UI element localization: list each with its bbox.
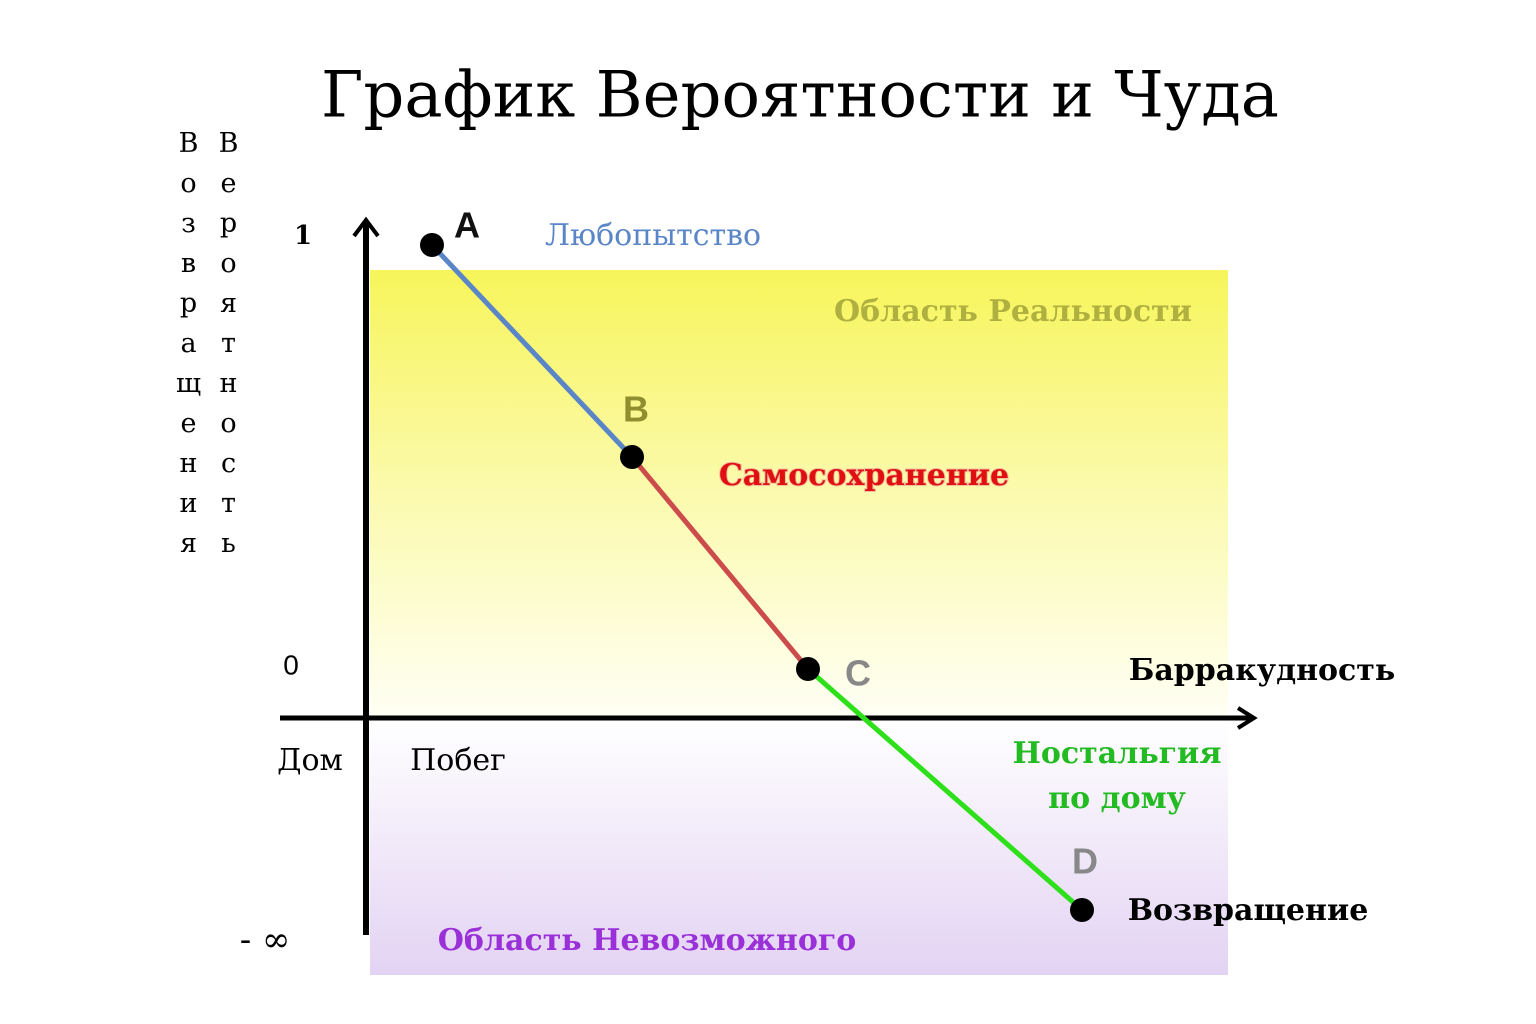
x-label: Дом — [277, 743, 343, 778]
point-label: C — [845, 653, 871, 694]
segment-label: Ностальгия — [1013, 736, 1222, 771]
y-label: 1 — [294, 221, 312, 251]
x-label: Побег — [410, 743, 506, 778]
segment — [430, 243, 634, 459]
x-arrow — [1236, 706, 1258, 730]
impossible-region — [370, 718, 1228, 975]
y-label: 0 — [283, 649, 299, 680]
end-label: Возвращение — [1128, 893, 1369, 928]
point-label: A — [454, 205, 480, 246]
segment-label: Любопытство — [545, 218, 761, 253]
point — [420, 233, 444, 257]
title: График Вероятности и Чуда — [321, 59, 1279, 133]
region-label: Область Невозможного — [438, 923, 857, 958]
point — [1070, 898, 1094, 922]
point — [796, 657, 820, 681]
segment — [806, 667, 1084, 912]
segment — [630, 455, 810, 671]
y-axis-label: Вероятность Возвращения — [173, 128, 244, 568]
segment-label: Самосохранение — [719, 458, 1009, 493]
y-arrow — [352, 216, 380, 238]
reality-region — [370, 270, 1228, 718]
point-label: B — [623, 389, 649, 430]
point-label: D — [1072, 841, 1098, 882]
point — [620, 445, 644, 469]
segment-label: по дому — [1048, 781, 1186, 816]
x-axis-label: Барракудность — [1129, 653, 1396, 688]
region-label: Область Реальности — [834, 294, 1192, 329]
y-label: - ∞ — [240, 920, 291, 960]
